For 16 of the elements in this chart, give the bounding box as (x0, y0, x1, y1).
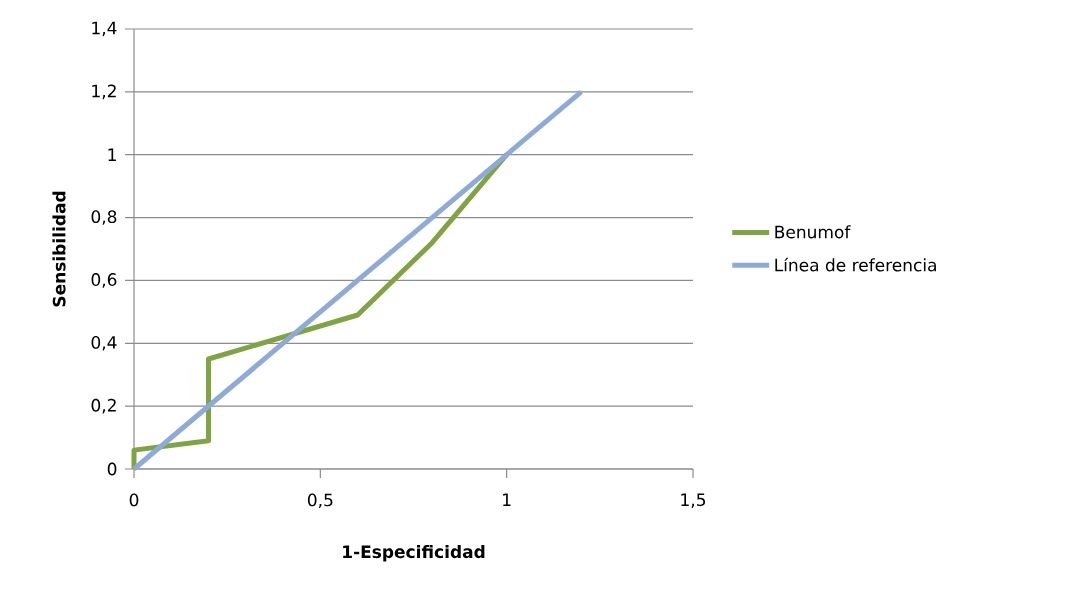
y-tick-label: 0,2 (91, 398, 116, 414)
y-tick-label: 1,2 (92, 84, 116, 100)
legend-label: Benumof (775, 225, 851, 239)
y-tick-label: 0 (107, 462, 117, 476)
x-tick-label: 1 (503, 493, 511, 506)
y-axis-title: Sensibilidad (52, 191, 66, 307)
x-tick-label: 0 (129, 493, 139, 507)
legend-label: Línea de referencia (775, 257, 936, 272)
y-tick-label: 0,8 (91, 210, 117, 225)
y-tick-label: 0,4 (91, 335, 117, 351)
y-tick-label: 1,4 (92, 21, 117, 37)
y-tick-label: 0,6 (91, 273, 117, 288)
x-tick-label: 1,5 (681, 493, 706, 508)
x-axis-title: 1-Especificidad (343, 544, 485, 562)
y-tick-label: 1 (108, 148, 116, 161)
x-tick-label: 0,5 (307, 493, 333, 509)
